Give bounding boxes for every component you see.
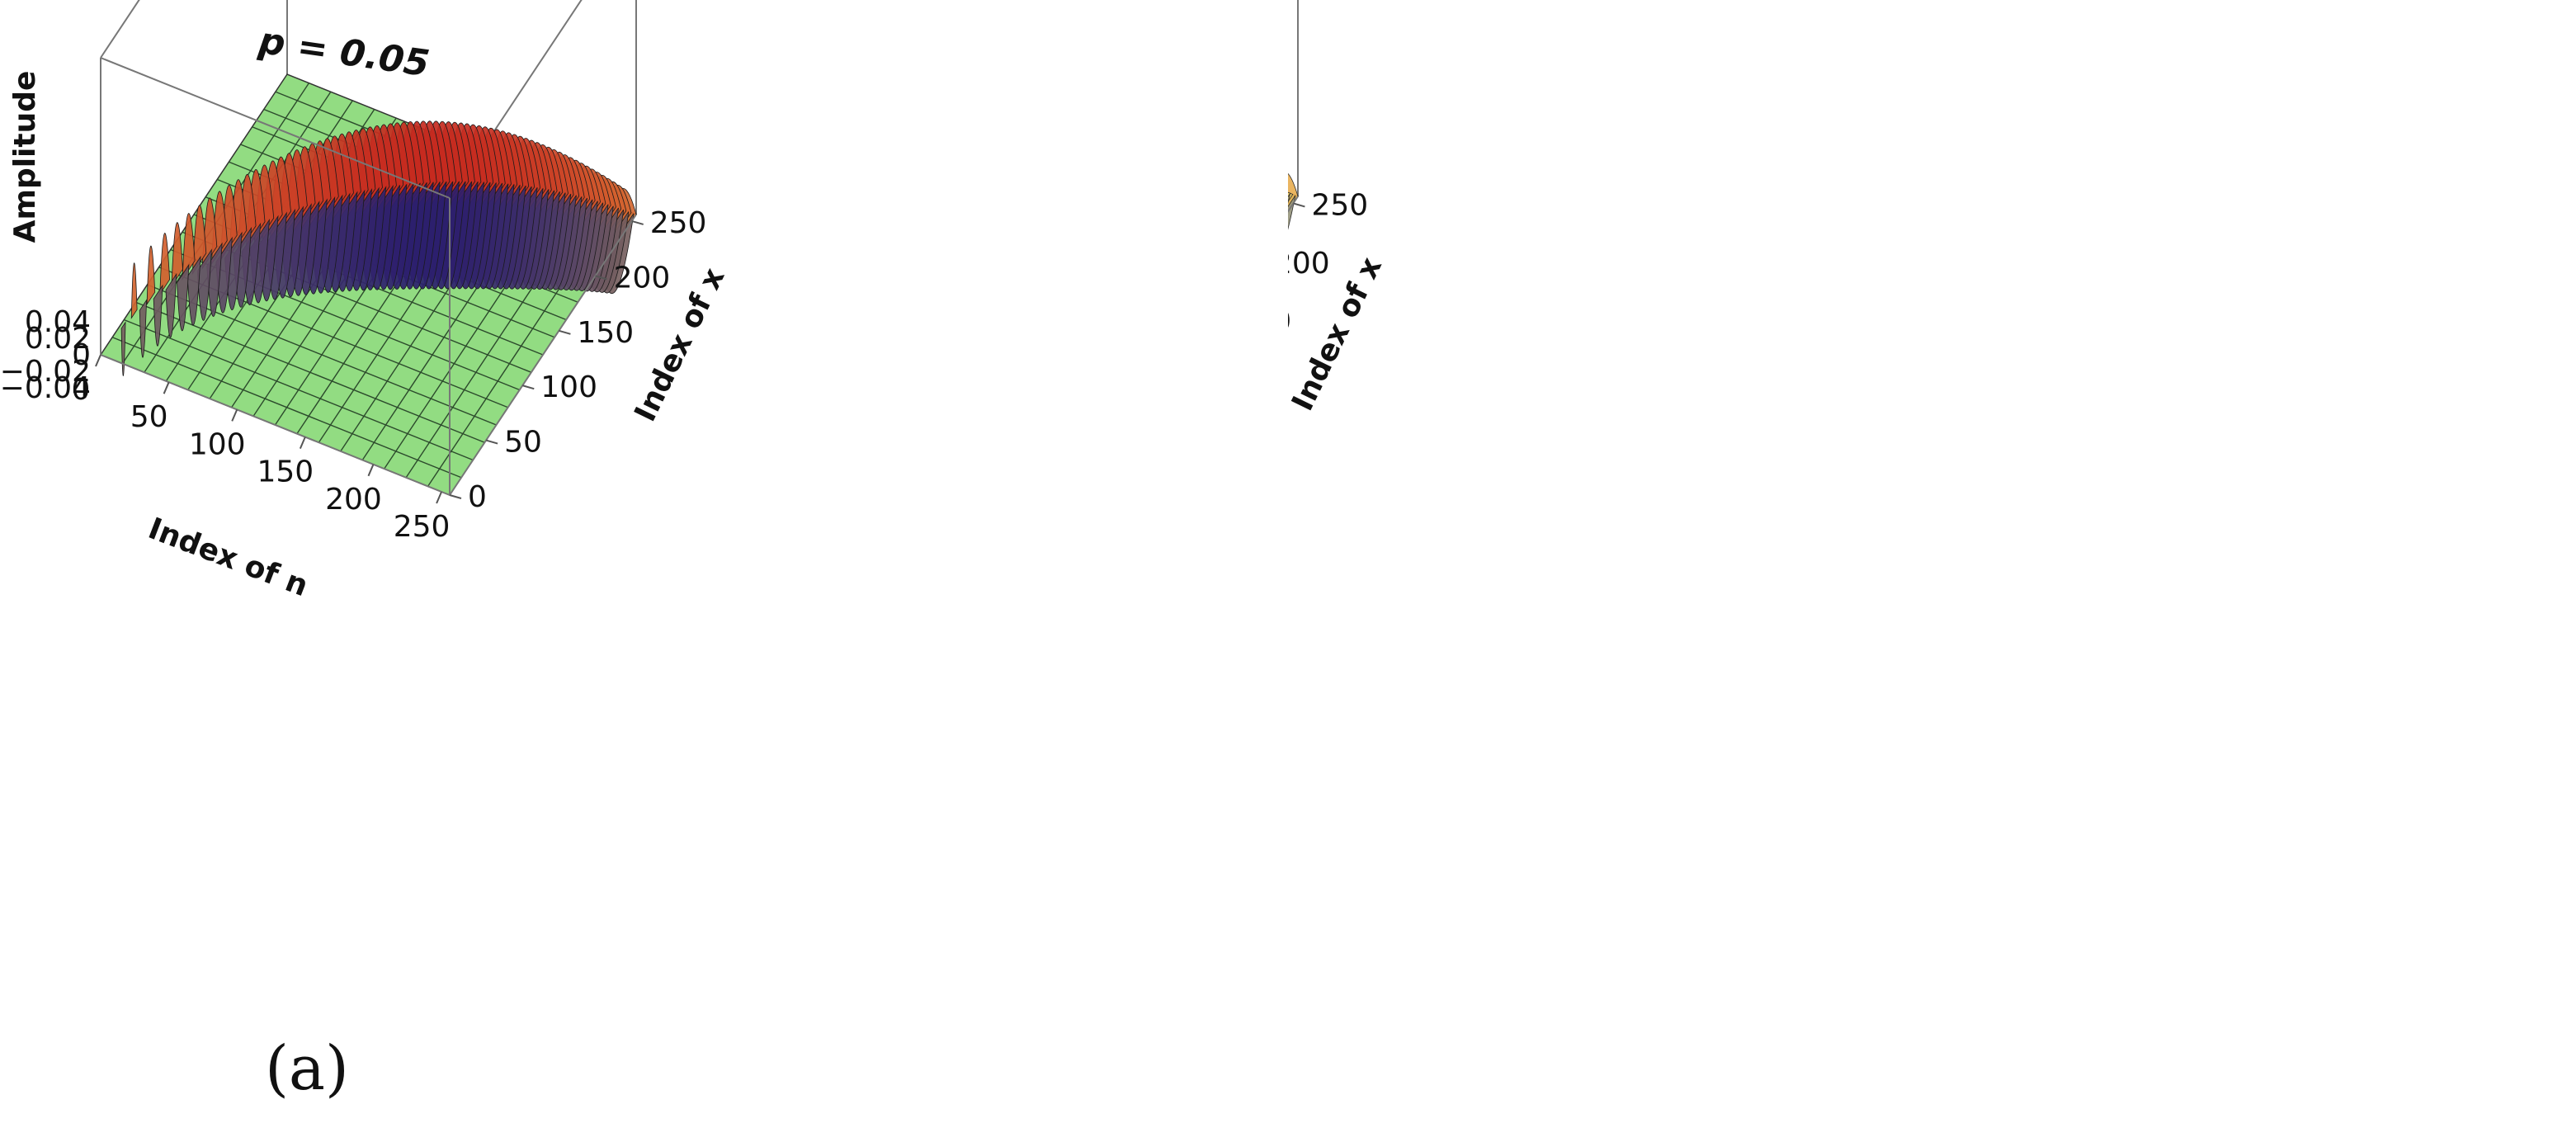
a-n-tick-label: 0 [72, 373, 91, 407]
a-n-tick-mark [367, 464, 375, 477]
a-x-tick-label: 100 [540, 370, 597, 404]
a-box-edge [100, 354, 451, 496]
a-x-tick-label: 200 [614, 261, 671, 295]
a-box-edge [449, 214, 637, 496]
a-x-tick-mark [595, 275, 607, 281]
a-x-tick-label: 150 [577, 316, 634, 350]
a-n-tick-label: 100 [189, 427, 246, 461]
a-ridge-fin [182, 213, 196, 281]
a-ridge-fin [139, 299, 148, 358]
a-box-edge [100, 0, 140, 59]
a-ridge-fin [130, 262, 138, 319]
a-panel-label: (a) [265, 1033, 349, 1104]
a-n-tick-mark [436, 491, 443, 504]
a-ridge-fin [186, 255, 201, 326]
a-ridge-fin [165, 272, 177, 338]
b-box-edge [1288, 196, 1299, 213]
chart-panel-a: 0 50 100 150 200 250 0 50 100 150 200 250 0.04 0.02 0−… [0, 0, 731, 1104]
a-x-tick-mark [485, 439, 498, 445]
a-ridge-fin [196, 248, 212, 321]
a-chart-title: p = 0.05 [256, 20, 432, 86]
b-x-tick-label: 250 [1311, 188, 1368, 222]
chart-panel-b: 501001502002500501001502002500.20.10−0.1… [1288, 0, 2576, 1142]
a-n-tick-label: 50 [130, 400, 168, 434]
a-z-tick-label: −0.04 [0, 371, 91, 405]
a-z-axis-label: Amplitude [8, 71, 42, 243]
a-n-tick-mark [95, 354, 101, 367]
a-n-tick-mark [299, 437, 306, 450]
a-ridge-fin [191, 205, 207, 276]
a-n-tick-mark [163, 381, 170, 394]
b-box-edge [1288, 0, 1298, 196]
b-x-tick-label: 150 [1288, 304, 1291, 338]
a-x-tick-label: 50 [504, 426, 542, 460]
a-ridge-fin [153, 284, 163, 347]
a-z-tick-label: 0.02 [25, 322, 91, 356]
b-x-tick-mark [1293, 202, 1305, 208]
a-n-tick-label: 200 [325, 483, 382, 517]
a-z-tick-label: 0.04 [25, 305, 91, 339]
b-x-tick-label: 200 [1288, 247, 1330, 281]
a-ridge-fin [146, 245, 156, 306]
b-ridge-fin [1288, 193, 1290, 204]
a-ridge-fin [177, 263, 190, 331]
a-z-tick-label: −0.02 [0, 355, 91, 389]
a-x-tick-mark [631, 220, 644, 225]
a-n-tick-label: 150 [257, 455, 314, 489]
a-x-tick-mark [522, 385, 535, 390]
b-ridge-fin [1288, 173, 1299, 212]
a-ridge-fin [171, 222, 183, 288]
a-x-tick-label: 0 [468, 480, 487, 514]
chart-a-svg: 0501001502002500501001502002500.040.020−… [0, 0, 731, 1104]
a-x-tick-label: 250 [650, 206, 707, 240]
a-x-tick-mark [449, 494, 462, 499]
a-ridge-fin [159, 233, 170, 295]
a-z-tick-label: 0 [72, 338, 91, 372]
a-n-tick-label: 250 [394, 510, 451, 544]
a-box-edge [100, 57, 451, 199]
a-x-tick-mark [559, 329, 571, 335]
a-n-tick-mark [231, 409, 238, 422]
a-ridge-fin [120, 321, 126, 376]
a-n-axis-label: Index of n [144, 512, 313, 603]
chart-b-svg: 501001502002500501001502002500.20.10−0.1… [1288, 0, 1389, 416]
